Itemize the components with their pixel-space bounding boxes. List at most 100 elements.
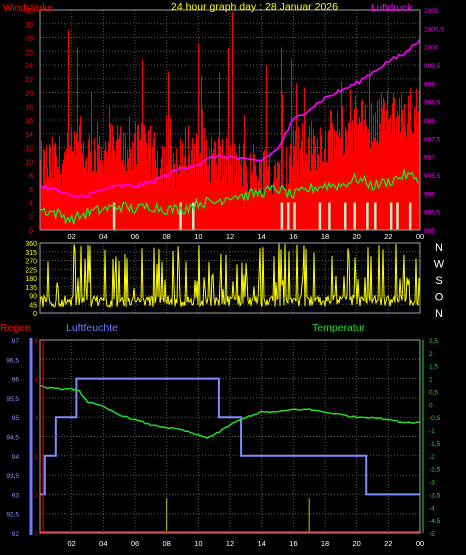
pressure-tick-label: 1000,5 <box>424 26 444 33</box>
calm-bar <box>366 202 369 230</box>
compass-label: S <box>435 275 442 287</box>
direction-tick-label: 90 <box>29 294 37 301</box>
wind-tick-label: 0 <box>29 228 33 235</box>
humidity-tick-label: 94,5 <box>6 435 19 442</box>
pressure-tick-label: 995,5 <box>424 210 441 217</box>
direction-tick-label: 180 <box>25 276 37 283</box>
temperature-tick-label: 0,5 <box>429 389 438 396</box>
humidity-line <box>40 377 420 496</box>
pressure-tick-label: 997 <box>424 155 435 162</box>
pressure-tick-label: 997,5 <box>424 136 441 143</box>
x-tick-label: 06 <box>131 232 139 241</box>
temperature-tick-label: -5 <box>429 531 435 538</box>
calm-bar <box>287 202 290 230</box>
pressure-tick-label: 999,5 <box>424 63 441 70</box>
wind-tick-label: 20 <box>25 91 33 98</box>
x-tick-label: 04 <box>99 539 107 548</box>
humidity-tick-label: 96 <box>12 377 20 384</box>
humidity-tick-label: 96,5 <box>6 357 19 364</box>
pressure-tick-label: 998,5 <box>424 100 441 107</box>
wind-tick-label: 4 <box>29 201 33 208</box>
temperature-tick-label: -4 <box>429 505 435 512</box>
x-tick-label: 08 <box>162 539 170 548</box>
rain-tick-label: 4 <box>34 377 38 384</box>
x-tick-label: 08 <box>162 232 170 241</box>
calm-bar <box>374 202 377 230</box>
x-tick-label: 20 <box>352 232 360 241</box>
x-tick-label: 18 <box>321 232 329 241</box>
direction-tick-label: 45 <box>29 302 37 309</box>
x-tick-label: 18 <box>321 539 329 548</box>
wind-tick-label: 2 <box>29 214 33 221</box>
temperature-tick-label: -1,5 <box>429 441 441 448</box>
calm-bar <box>293 202 296 230</box>
x-tick-label: 06 <box>131 539 139 548</box>
temperature-tick-label: 0 <box>429 402 433 409</box>
wind-tick-label: 14 <box>25 132 33 139</box>
direction-tick-label: 270 <box>25 259 37 266</box>
rain-tick-label: 2 <box>34 454 38 461</box>
rain-tick-label: 3 <box>34 415 38 422</box>
wind-bars <box>40 12 420 230</box>
x-tick-label: 14 <box>257 232 265 241</box>
x-tick-label: 22 <box>384 232 392 241</box>
pressure-tick-label: 998 <box>424 118 435 125</box>
wind-tick-label: 10 <box>25 159 33 166</box>
wind-tick-label: 22 <box>25 77 33 84</box>
calm-bar <box>280 202 284 230</box>
humidity-tick-label: 93 <box>12 492 20 499</box>
compass-label: W <box>434 259 445 271</box>
x-tick-label: 02 <box>67 539 75 548</box>
wind-direction-line <box>39 243 421 309</box>
humidity-tick-label: 92 <box>12 531 20 538</box>
humidity-tick-label: 97 <box>12 338 20 345</box>
x-tick-label: 10 <box>194 539 202 548</box>
x-tick-label: 16 <box>289 232 297 241</box>
x-tick-label: 12 <box>226 232 234 241</box>
rain-tick-label: 1 <box>34 492 38 499</box>
x-tick-label: 04 <box>99 232 107 241</box>
calm-bar <box>179 202 182 230</box>
tick-labels: 3230282624222018161412108642010011000,51… <box>6 8 444 548</box>
temperature-tick-label: -2 <box>429 454 435 461</box>
data-marks <box>39 12 421 533</box>
x-tick-label: 00 <box>416 232 424 241</box>
wind-average-line <box>39 169 419 225</box>
wind-tick-label: 8 <box>29 173 33 180</box>
x-tick-label: 20 <box>352 539 360 548</box>
temperature-tick-label: -3 <box>429 480 435 487</box>
wind-panel-frame <box>39 9 421 231</box>
temperature-tick-label: 1,5 <box>429 364 438 371</box>
humidity-tick-label: 94 <box>12 454 20 461</box>
pressure-tick-label: 1001 <box>424 8 439 15</box>
direction-tick-label: 0 <box>33 311 37 318</box>
temperature-tick-label: -3,5 <box>429 492 441 499</box>
temperature-line <box>39 384 421 439</box>
x-tick-label: 22 <box>384 539 392 548</box>
humidity-tick-label: 95,5 <box>6 396 19 403</box>
calm-bar <box>318 202 322 230</box>
x-tick-label: 12 <box>226 539 234 548</box>
wind-tick-label: 12 <box>25 146 33 153</box>
compass-label: N <box>435 308 443 320</box>
climate-panel-frame <box>39 339 421 534</box>
pressure-tick-label: 995 <box>424 228 435 235</box>
calm-bar <box>353 202 356 230</box>
wind-tick-label: 6 <box>29 187 33 194</box>
direction-tick-label: 360 <box>25 241 37 248</box>
x-tick-label: 00 <box>416 539 424 548</box>
pressure-line <box>39 38 421 199</box>
temperature-tick-label: -1 <box>429 428 435 435</box>
x-tick-label: 14 <box>257 539 265 548</box>
wind-tick-label: 18 <box>25 104 33 111</box>
compass-label: O <box>435 292 444 304</box>
direction-tick-label: 315 <box>25 250 37 257</box>
calm-bar <box>112 202 116 230</box>
wind-tick-label: 30 <box>25 22 33 29</box>
chart-title: 24 hour graph day : 28 Januar 2026 <box>171 1 338 13</box>
direction-tick-label: 135 <box>25 285 37 292</box>
temperature-tick-label: 2 <box>429 351 433 358</box>
temperature-label: Temperatur <box>312 322 366 334</box>
calm-bar <box>396 202 399 230</box>
